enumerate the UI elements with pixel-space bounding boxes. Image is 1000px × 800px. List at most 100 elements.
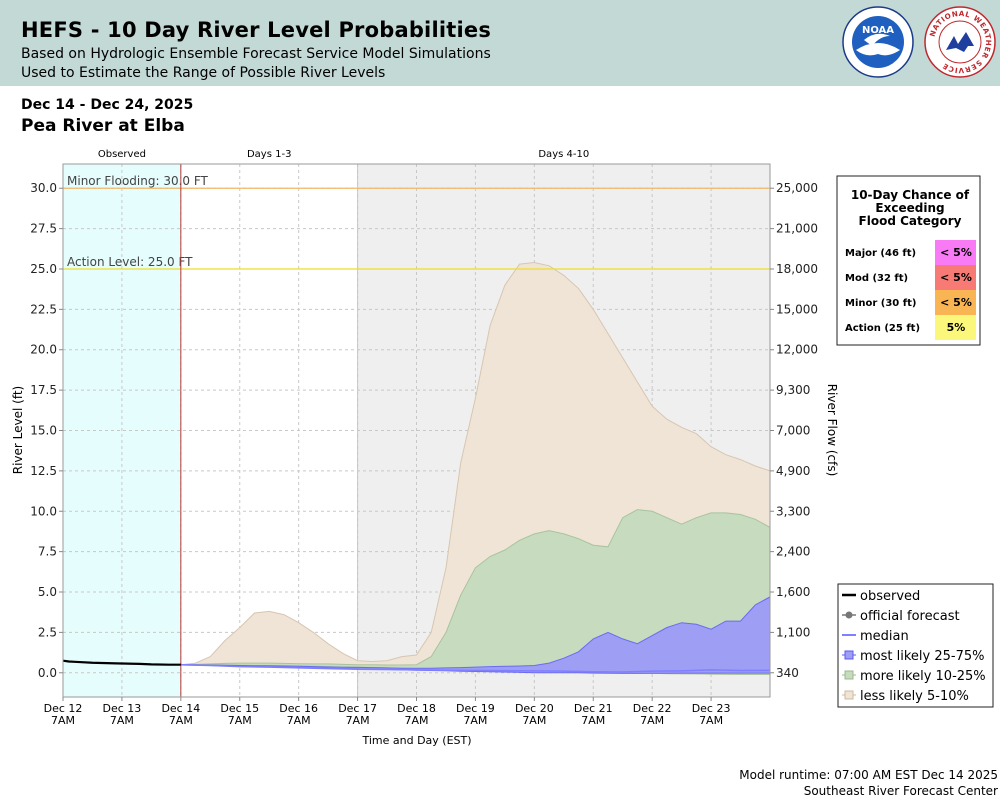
legend-item: more likely 10-25% [842,669,986,684]
y-tick-label: 30.0 [30,181,57,195]
x-tick-time: 7AM [640,714,664,727]
x-tick-time: 7AM [228,714,252,727]
x-tick-time: 7AM [169,714,193,727]
chance-color-cell [935,265,976,290]
x-tick-day: Dec 18 [397,702,436,715]
y-tick-label: 5.0 [38,585,57,599]
x-tick-day: Dec 17 [338,702,377,715]
y-tick-label: 12.5 [30,464,57,478]
y-tick-label: 15.0 [30,424,57,438]
observed-line [62,659,181,666]
x-tick-day: Dec 13 [103,702,142,715]
y2-tick-label: 21,000 [776,222,818,236]
y2-tick-label: 18,000 [776,262,818,276]
section-label-days-4-10: Days 4-10 [538,149,589,160]
y2-axis-label: River Flow (cfs) [825,384,839,477]
y2-tick-label: 25,000 [776,181,818,195]
subtitle-line-2: Used to Estimate the Range of Possible R… [21,65,386,81]
legend-swatch-box [844,650,854,660]
legend-item: less likely 5-10% [842,689,969,704]
x-tick-day: Dec 22 [633,702,672,715]
y-tick-label: 2.5 [38,625,57,639]
legend-item: official forecast [842,609,960,624]
x-axis-label: Time and Day (EST) [361,734,471,747]
chance-color-cell [935,315,976,340]
y2-tick-label: 12,000 [776,343,818,357]
page-title: HEFS - 10 Day River Level Probabilities [21,18,492,42]
chance-row-label: Major (46 ft) [845,248,916,259]
chance-row-value: < 5% [940,296,972,309]
action-threshold-label: Action Level: 25.0 FT [67,255,193,269]
chance-table-title: 10-Day Chance of [851,188,970,202]
legend-label: more likely 10-25% [860,669,986,684]
x-tick-time: 7AM [404,714,428,727]
chart-axes: Observed Days 1-3 Days 4-10 0.0 2.5 5.0 7.5 10.… [11,149,839,747]
subtitle-line-1: Based on Hydrologic Ensemble Forecast Se… [21,46,491,62]
y-tick-label: 22.5 [30,302,57,316]
noaa-logo[interactable]: NOAA [842,6,914,78]
x-tick-day: Dec 12 [44,702,83,715]
y-tick-label: 7.5 [38,545,57,559]
x-tick-day: Dec 23 [692,702,731,715]
y-tick-label: 25.0 [30,262,57,276]
legend-item: median [842,629,909,644]
legend-item: observed [842,589,920,604]
y-tick-label: 10.0 [30,504,57,518]
x-tick-time: 7AM [522,714,546,727]
chance-color-cell [935,290,976,315]
x-tick-time: 7AM [463,714,487,727]
y-tick-label: 0.0 [38,666,57,680]
x-tick-time: 7AM [699,714,723,727]
model-runtime: Model runtime: 07:00 AM EST Dec 14 2025 [739,768,998,782]
probability-bands [180,261,771,675]
section-label-days-1-3: Days 1-3 [247,149,291,160]
y2-tick-label: 340 [776,666,799,680]
river-level-chart: Minor Flooding: 30.0 FT Action Level: 25.… [11,149,994,747]
legend-box [837,583,994,708]
legend-swatch-official-dot [845,611,853,619]
x-tick-day: Dec 21 [574,702,613,715]
y2-tick-label: 15,000 [776,302,818,316]
y-tick-label: 17.5 [30,383,57,397]
station-name: Pea River at Elba [21,116,185,136]
legend-label: less likely 5-10% [860,689,969,704]
x-tick-day: Dec 14 [161,702,200,715]
y2-tick-label: 2,400 [776,545,810,559]
legend-swatch-box [844,670,854,680]
chance-color-cell [935,240,976,265]
x-tick-time: 7AM [346,714,370,727]
noaa-logo-text: NOAA [862,25,894,36]
y-axis-label: River Level (ft) [11,386,25,474]
header-banner: HEFS - 10 Day River Level Probabilities … [0,0,1000,86]
chance-table-title: Flood Category [859,214,962,228]
chance-row-value: < 5% [940,246,972,259]
legend-item: most likely 25-75% [842,649,984,664]
y-tick-label: 20.0 [30,343,57,357]
x-tick-day: Dec 15 [220,702,259,715]
chart-lines: Minor Flooding: 30.0 FT Action Level: 25.… [62,164,771,697]
date-range: Dec 14 - Dec 24, 2025 [21,97,194,113]
y2-tick-label: 7,000 [776,424,810,438]
section-label-observed: Observed [98,149,146,160]
legend-label: most likely 25-75% [860,649,984,664]
x-tick-day: Dec 19 [456,702,495,715]
minor-threshold-label: Minor Flooding: 30.0 FT [67,174,209,188]
x-tick-day: Dec 20 [515,702,554,715]
legend-label: observed [860,589,920,604]
y-tick-label: 27.5 [30,222,57,236]
x-tick-time: 7AM [287,714,311,727]
median-line [180,663,771,673]
chart-legend: observed official forecast median most like… [837,583,994,708]
x-tick-day: Dec 16 [279,702,318,715]
x-tick-time: 7AM [51,714,75,727]
chance-table-title: Exceeding [875,201,944,215]
chance-row-label: Action (25 ft) [845,323,920,334]
forecast-center: Southeast River Forecast Center [803,784,998,798]
chance-row-value: 5% [947,321,966,334]
y2-tick-label: 1,100 [776,625,810,639]
legend-label: official forecast [860,609,960,624]
chance-row-value: < 5% [940,271,972,284]
nws-logo[interactable]: NATIONAL WEATHER SERVICE [924,6,996,78]
x-tick-time: 7AM [110,714,134,727]
